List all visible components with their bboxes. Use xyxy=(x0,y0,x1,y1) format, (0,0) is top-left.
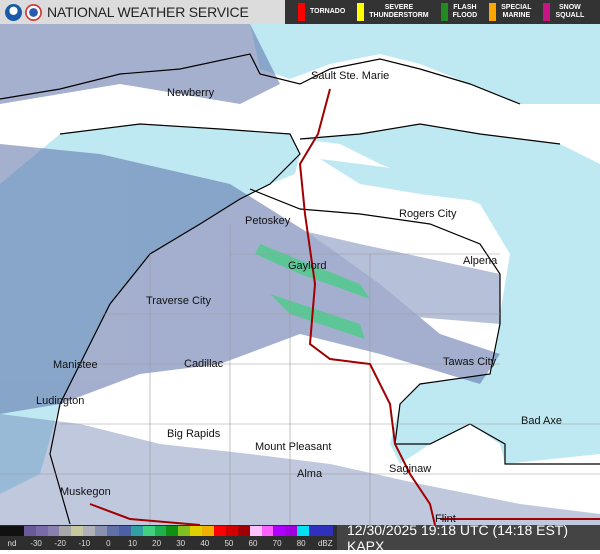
city-label: Traverse City xyxy=(146,295,211,307)
city-label: Manistee xyxy=(53,359,98,371)
warning-label: SNOW SQUALL xyxy=(555,4,585,19)
city-label: Alma xyxy=(297,468,323,480)
legend-tick: 70 xyxy=(272,539,282,548)
interstate-highway xyxy=(89,88,600,526)
page-title: NATIONAL WEATHER SERVICE xyxy=(47,4,249,20)
color-swatch xyxy=(202,526,215,536)
city-label: Big Rapids xyxy=(167,428,221,440)
color-swatch xyxy=(166,526,179,536)
city-label: Alpena xyxy=(463,255,498,267)
city-label: Petoskey xyxy=(245,215,291,227)
color-swatch xyxy=(309,526,322,536)
noaa-logo xyxy=(5,3,22,21)
warning-swatch xyxy=(298,3,305,21)
color-swatch xyxy=(95,526,108,536)
reflectivity-legend: nd -30 -20 -10 0 10 20 30 40 50 60 70 80 dBZ xyxy=(0,525,337,550)
warning-item: SEVERE THUNDERSTORM xyxy=(357,3,429,21)
color-swatch xyxy=(107,526,119,536)
shorelines xyxy=(0,53,600,525)
warning-label: SEVERE THUNDERSTORM xyxy=(369,4,429,19)
color-swatch xyxy=(273,526,286,536)
legend-tick: 30 xyxy=(176,539,186,548)
city-label: Flint xyxy=(435,513,456,525)
color-swatch xyxy=(118,526,131,536)
color-swatch xyxy=(35,526,48,536)
city-label: Mount Pleasant xyxy=(255,441,332,453)
city-label: Newberry xyxy=(167,87,215,99)
warning-label: TORNADO xyxy=(310,8,346,15)
color-swatch xyxy=(225,526,238,536)
legend-tick: 10 xyxy=(128,539,137,548)
legend-tick: 60 xyxy=(248,539,258,548)
city-label: Gaylord xyxy=(288,260,327,272)
color-swatch xyxy=(83,526,96,536)
color-swatch xyxy=(249,526,262,536)
county-lines xyxy=(0,224,600,525)
legend-tick: -10 xyxy=(78,539,91,548)
city-label: Saginaw xyxy=(389,463,432,475)
legend-tick: 40 xyxy=(200,539,210,548)
color-swatch xyxy=(214,526,226,536)
city-label: Rogers City xyxy=(399,208,457,220)
color-swatch xyxy=(11,526,24,536)
color-swatch xyxy=(321,526,333,536)
color-swatch xyxy=(0,526,12,536)
brand: NATIONAL WEATHER SERVICE xyxy=(0,0,285,24)
city-label: Cadillac xyxy=(184,358,224,370)
footer: nd -30 -20 -10 0 10 20 30 40 50 60 70 80 dBZ 12/30/20… xyxy=(0,522,600,554)
color-scale xyxy=(0,526,333,536)
warning-swatch xyxy=(543,3,551,21)
warning-legend: TORNADO SEVERE THUNDERSTORM FLASH FLOOD SPE… xyxy=(285,0,600,24)
warning-swatch xyxy=(440,3,448,21)
color-swatch xyxy=(59,526,72,536)
color-swatch xyxy=(142,526,155,536)
timestamp: 12/30/2025 19:18 UTC (14:18 EST) KAPX xyxy=(337,522,600,554)
color-swatch xyxy=(297,526,310,536)
color-swatch xyxy=(190,526,203,536)
warning-swatch xyxy=(489,3,497,21)
color-swatch xyxy=(285,526,298,536)
header: NATIONAL WEATHER SERVICE TORNADO SEVERE T… xyxy=(0,0,600,24)
warning-item: SNOW SQUALL xyxy=(543,3,584,21)
warning-swatch xyxy=(357,3,365,21)
city-label: Tawas City xyxy=(443,356,497,368)
warning-item: SPECIAL MARINE xyxy=(489,3,531,21)
legend-tick: -30 xyxy=(30,539,42,548)
legend-tick: 0 xyxy=(106,539,111,548)
warning-label: SPECIAL MARINE xyxy=(501,4,532,19)
city-label: Bad Axe xyxy=(521,415,562,427)
legend-tick: 80 xyxy=(296,539,306,548)
city-label: Ludington xyxy=(36,395,85,407)
color-swatch xyxy=(178,526,191,536)
nws-logo xyxy=(25,3,42,21)
legend-tick: dBZ xyxy=(317,539,333,548)
warning-item: FLASH FLOOD xyxy=(440,3,478,21)
legend-tick: 20 xyxy=(152,539,162,548)
color-swatch xyxy=(237,526,250,536)
color-swatch xyxy=(130,526,143,536)
legend-tick: -20 xyxy=(54,539,66,548)
warning-item: TORNADO xyxy=(298,3,345,21)
color-swatch xyxy=(154,526,167,536)
city-label: Muskegon xyxy=(60,486,111,498)
radar-map[interactable]: Sault Ste. Marie Newberry Petoskey Rogers C… xyxy=(0,24,600,526)
legend-tick: 50 xyxy=(224,539,234,548)
color-swatch xyxy=(71,526,84,536)
legend-tick: nd xyxy=(7,539,17,548)
warning-label: FLASH FLOOD xyxy=(452,4,478,19)
legend-ticks: nd -30 -20 -10 0 10 20 30 40 50 60 70 80 dBZ xyxy=(0,537,333,550)
city-label: Sault Ste. Marie xyxy=(311,70,390,82)
color-swatch xyxy=(23,526,36,536)
color-swatch xyxy=(261,526,274,536)
color-swatch xyxy=(47,526,60,536)
map-canvas xyxy=(0,24,600,526)
